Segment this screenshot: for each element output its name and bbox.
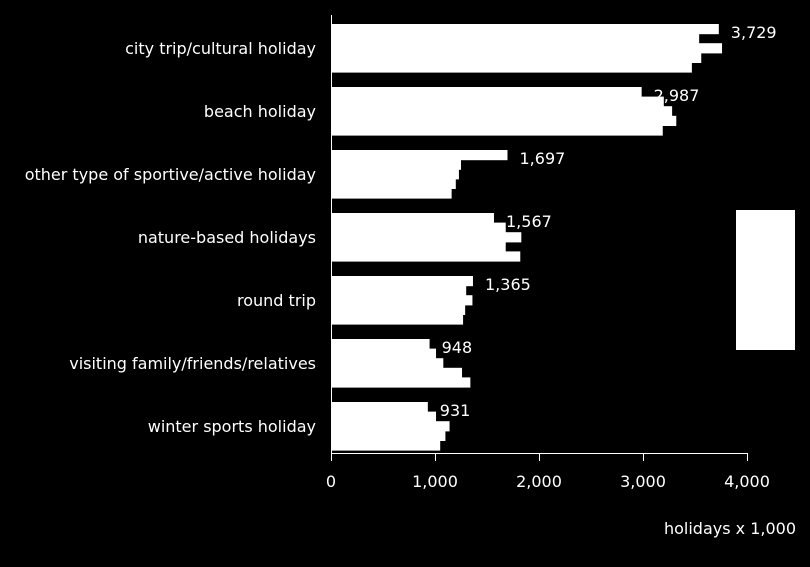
bar-1-segment-4 xyxy=(331,125,663,136)
bar-4-segment-0 xyxy=(331,276,473,287)
bar-2-segment-4 xyxy=(331,188,452,199)
unit-label: holidays x 1,000 xyxy=(664,519,796,538)
category-label-1: beach holiday xyxy=(204,102,316,121)
value-labels: 3,729 2,987 1,697 1,567 1,365 948 931 xyxy=(440,23,777,420)
bar-6 xyxy=(331,402,450,451)
x-tick-label-3: 3,000 xyxy=(620,472,666,491)
bar-0-segment-3 xyxy=(331,52,702,63)
category-label-2: other type of sportive/active holiday xyxy=(25,165,316,184)
bar-3-segment-1 xyxy=(331,222,506,233)
bar-1-segment-1 xyxy=(331,96,664,107)
bar-5 xyxy=(331,339,471,388)
bar-0-segment-4 xyxy=(331,62,692,73)
category-label-4: round trip xyxy=(237,291,316,310)
bar-1-segment-3 xyxy=(331,115,677,126)
bar-1-segment-2 xyxy=(331,106,673,117)
bar-6-segment-0 xyxy=(331,402,428,413)
value-label-1: 2,987 xyxy=(654,86,700,105)
bar-0-segment-0 xyxy=(331,24,719,35)
value-label-6: 931 xyxy=(440,401,471,420)
bar-4-segment-2 xyxy=(331,295,473,306)
bar-4-segment-3 xyxy=(331,304,466,315)
bar-4-segment-1 xyxy=(331,285,467,296)
bar-1 xyxy=(331,87,677,136)
bar-3-segment-2 xyxy=(331,232,522,243)
bar-3-segment-3 xyxy=(331,241,506,252)
category-label-0: city trip/cultural holiday xyxy=(125,39,316,58)
value-label-3: 1,567 xyxy=(506,212,552,231)
bar-0-segment-2 xyxy=(331,43,723,54)
bar-2-segment-1 xyxy=(331,159,461,170)
bar-2-segment-2 xyxy=(331,169,459,180)
bar-6-segment-2 xyxy=(331,421,450,432)
x-tick-label-2: 2,000 xyxy=(516,472,562,491)
value-label-4: 1,365 xyxy=(485,275,531,294)
bar-4 xyxy=(331,276,473,325)
bar-2-segment-0 xyxy=(331,150,508,161)
bar-5-segment-2 xyxy=(331,358,444,369)
bar-5-segment-1 xyxy=(331,348,437,359)
bar-5-segment-0 xyxy=(331,339,430,350)
x-tick-label-1: 1,000 xyxy=(412,472,458,491)
bar-1-segment-0 xyxy=(331,87,642,98)
x-ticks: 0 1,000 2,000 3,000 4,000 xyxy=(326,453,770,491)
bar-6-segment-4 xyxy=(331,440,441,451)
value-label-0: 3,729 xyxy=(731,23,777,42)
bar-2-segment-3 xyxy=(331,178,456,189)
bar-3 xyxy=(331,213,522,262)
x-tick-label-4: 4,000 xyxy=(724,472,770,491)
bar-0-segment-1 xyxy=(331,33,700,44)
bars-group xyxy=(331,24,723,451)
bar-6-segment-1 xyxy=(331,411,437,422)
value-label-5: 948 xyxy=(442,338,473,357)
legend-box xyxy=(736,210,795,350)
bar-0 xyxy=(331,24,723,73)
bar-5-segment-4 xyxy=(331,377,471,388)
value-label-2: 1,697 xyxy=(520,149,566,168)
bar-2 xyxy=(331,150,508,199)
bar-4-segment-4 xyxy=(331,314,464,325)
category-labels: city trip/cultural holiday beach holiday o… xyxy=(25,39,316,436)
category-label-6: winter sports holiday xyxy=(148,417,316,436)
bar-3-segment-0 xyxy=(331,213,494,224)
bar-6-segment-3 xyxy=(331,430,446,441)
x-tick-label-0: 0 xyxy=(326,472,336,491)
bar-5-segment-3 xyxy=(331,367,463,378)
category-label-3: nature-based holidays xyxy=(138,228,316,247)
category-label-5: visiting family/friends/relatives xyxy=(69,354,316,373)
bar-3-segment-4 xyxy=(331,251,521,262)
